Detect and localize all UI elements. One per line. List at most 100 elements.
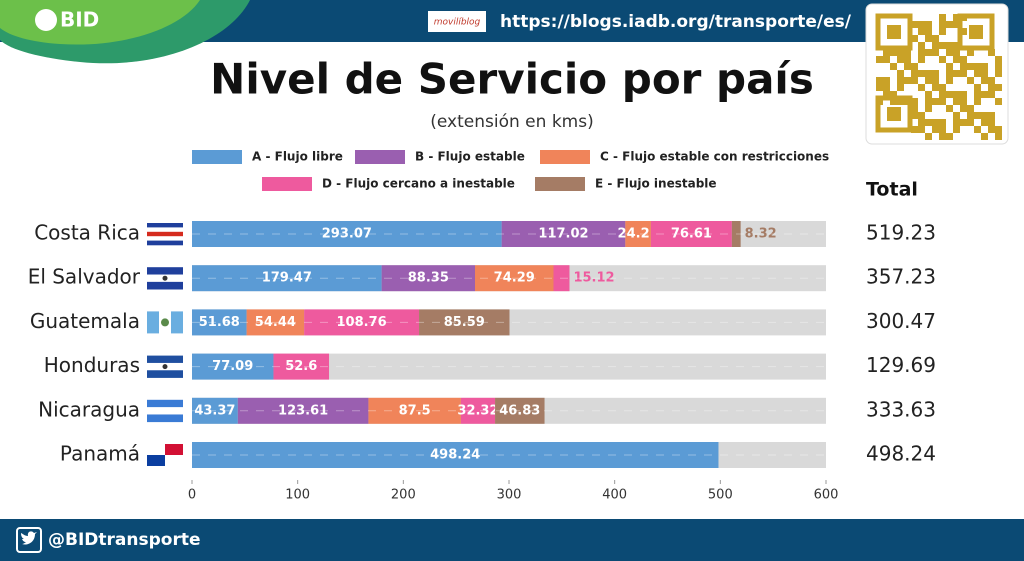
legend-label: D - Flujo cercano a inestable	[322, 177, 515, 191]
qr-cell	[981, 91, 988, 98]
legend-label: A - Flujo libre	[252, 150, 343, 164]
x-tick-label: 200	[391, 488, 416, 503]
qr-cell	[925, 91, 932, 98]
qr-cell	[911, 70, 918, 77]
qr-cell	[939, 91, 946, 98]
qr-cell	[995, 98, 1002, 105]
qr-cell	[918, 84, 925, 91]
qr-cell	[939, 21, 946, 28]
legend-swatch	[540, 150, 590, 164]
category-label: Guatemala	[30, 309, 140, 333]
qr-cell	[939, 133, 946, 140]
value-label: 293.07	[322, 227, 372, 242]
qr-cell	[939, 28, 946, 35]
flag	[147, 267, 183, 275]
qr-cell	[974, 70, 981, 77]
qr-cell	[925, 98, 932, 105]
url[interactable]: https://blogs.iadb.org/transporte/es/	[500, 12, 852, 32]
qr-cell	[911, 105, 918, 112]
qr-cell	[932, 42, 939, 49]
x-tick-label: 500	[708, 488, 733, 503]
qr-cell	[988, 84, 995, 91]
qr-cell	[925, 28, 932, 35]
qr-cell	[890, 49, 897, 56]
bar-segment	[304, 309, 420, 336]
qr-cell	[939, 84, 946, 91]
flag	[147, 370, 183, 378]
value-label: 8.32	[745, 227, 777, 242]
qr-cell	[904, 63, 911, 70]
value-label: 88.35	[408, 271, 449, 286]
qr-cell	[953, 21, 960, 28]
qr-cell	[953, 98, 960, 105]
qr-cell	[911, 35, 918, 42]
category-label: Nicaragua	[38, 397, 140, 421]
flag	[147, 227, 183, 233]
qr-cell	[897, 84, 904, 91]
value-label: 43.37	[194, 403, 235, 418]
qr-cell	[911, 63, 918, 70]
qr-cell	[918, 56, 925, 63]
qr-cell	[967, 119, 974, 126]
qr-finder	[887, 107, 901, 121]
flag	[147, 455, 165, 466]
flag	[147, 399, 183, 408]
footer-bar	[0, 519, 1024, 561]
qr-cell	[932, 84, 939, 91]
qr-cell	[995, 84, 1002, 91]
qr-cell	[953, 126, 960, 133]
x-tick-label: 600	[814, 488, 839, 503]
qr-cell	[981, 70, 988, 77]
qr-cell	[911, 21, 918, 28]
bar-segment	[192, 442, 719, 468]
qr-cell	[967, 77, 974, 84]
flag	[147, 355, 183, 364]
bar-segment	[495, 397, 545, 424]
qr-cell	[932, 70, 939, 77]
qr-cell	[932, 77, 939, 84]
qr-cell	[946, 133, 953, 140]
qr-cell	[918, 119, 925, 126]
total-label: 519.23	[866, 221, 936, 245]
qr-cell	[911, 112, 918, 119]
qr-cell	[974, 112, 981, 119]
value-label: 46.83	[499, 403, 540, 418]
qr-cell	[974, 126, 981, 133]
qr-cell	[995, 63, 1002, 70]
handle[interactable]: @BIDtransporte	[48, 530, 201, 550]
legend-label: E - Flujo inestable	[595, 177, 717, 191]
qr-cell	[890, 91, 897, 98]
bar-segment	[501, 221, 626, 247]
bar-segment	[192, 397, 238, 424]
qr-cell	[897, 56, 904, 63]
qr-cell	[932, 49, 939, 56]
qr-cell	[897, 70, 904, 77]
qr-finder	[875, 13, 913, 51]
qr-cell	[897, 98, 904, 105]
qr-cell	[995, 70, 1002, 77]
legend-swatch	[535, 177, 585, 191]
category-label: Costa Rica	[34, 221, 140, 245]
flag	[147, 223, 183, 228]
legend-swatch	[192, 150, 242, 164]
qr-cell	[918, 28, 925, 35]
twitter-icon	[16, 527, 42, 553]
qr-cell	[946, 21, 953, 28]
qr-cell	[953, 49, 960, 56]
legend-label: C - Flujo estable con restricciones	[600, 150, 829, 164]
totals-header: Total	[866, 179, 918, 201]
twitter-bird	[21, 531, 37, 545]
qr-cell	[960, 14, 967, 21]
qr-cell	[960, 98, 967, 105]
qr-cell	[939, 14, 946, 21]
brand-logo	[35, 9, 57, 31]
flag	[147, 281, 183, 290]
qr-cell	[995, 126, 1002, 133]
qr-cell	[897, 77, 904, 84]
qr-cell	[981, 112, 988, 119]
qr-cell	[953, 14, 960, 21]
qr-cell	[981, 77, 988, 84]
x-tick-label: 0	[188, 488, 196, 503]
category-label: El Salvador	[28, 265, 141, 289]
value-label: 24.21	[618, 227, 659, 242]
